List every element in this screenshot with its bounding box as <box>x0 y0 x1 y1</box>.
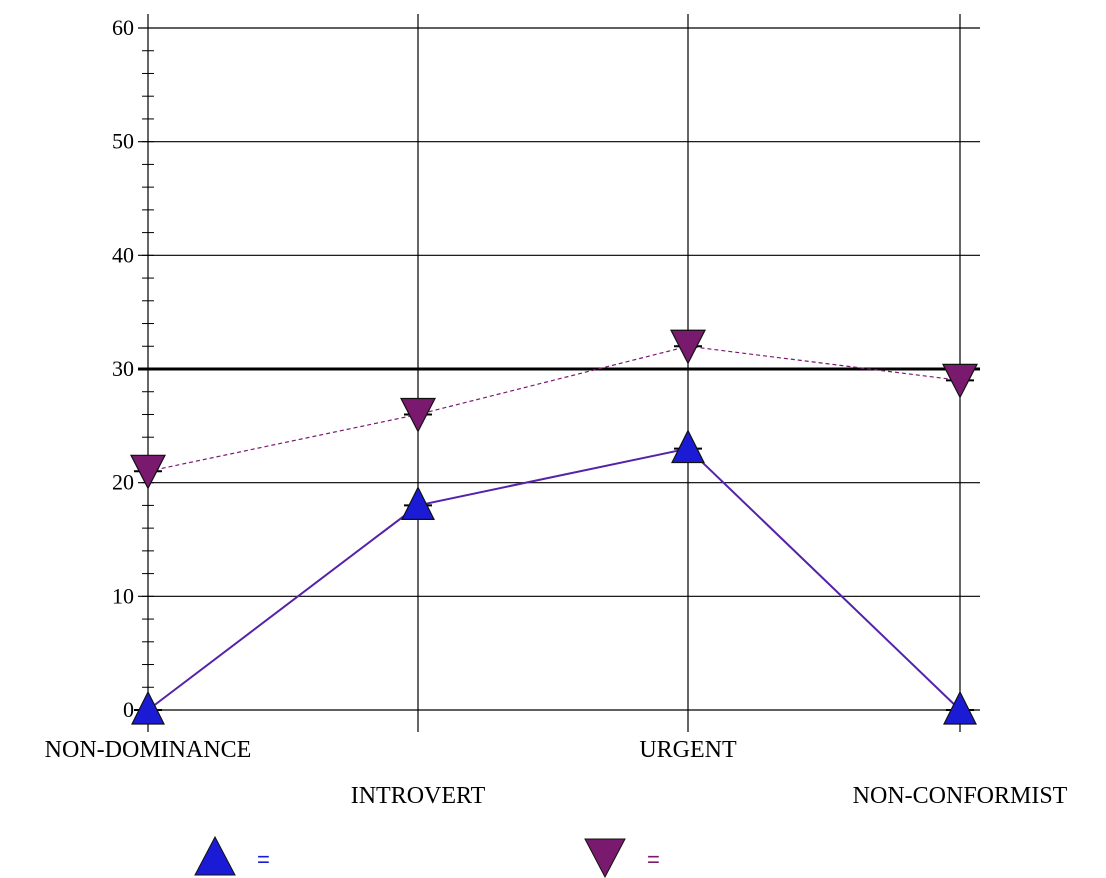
series-group <box>130 329 978 725</box>
x-category-label: NON-DOMINANCE <box>45 737 252 763</box>
series-1-point <box>400 397 436 433</box>
series-0-line <box>147 447 961 711</box>
x-category-label: INTROVERT <box>351 783 486 809</box>
series-1-point <box>942 363 978 399</box>
series-0-point <box>943 690 977 725</box>
series-0-point <box>671 429 705 464</box>
series-1-point <box>670 329 706 365</box>
y-tick-label: 40 <box>112 242 134 267</box>
series-0-point <box>401 486 435 521</box>
y-tick-labels: 0 10 20 30 40 50 60 <box>112 15 134 722</box>
y-tick-label: 0 <box>123 697 134 722</box>
y-tick-label: 20 <box>112 470 134 495</box>
y-tick-label: 30 <box>112 356 134 381</box>
x-category-label: NON-CONFORMIST <box>853 783 1068 809</box>
series-0-point <box>131 690 165 725</box>
legend: = = <box>194 835 660 878</box>
y-tick-label: 10 <box>112 583 134 608</box>
series-1-line <box>147 345 961 472</box>
x-category-label: URGENT <box>639 737 737 763</box>
y-tick-label: 60 <box>112 15 134 40</box>
grid-lines <box>138 14 980 732</box>
legend-equals: = <box>257 847 270 872</box>
legend-equals: = <box>647 847 660 872</box>
x-category-labels: NON-DOMINANCE INTROVERT URGENT NON-CONFORMI… <box>45 737 1068 809</box>
y-tick-label: 50 <box>112 129 134 154</box>
legend-marker-triangle-down <box>584 838 626 878</box>
legend-marker-triangle-up <box>194 835 236 876</box>
series-1-point <box>130 454 166 490</box>
